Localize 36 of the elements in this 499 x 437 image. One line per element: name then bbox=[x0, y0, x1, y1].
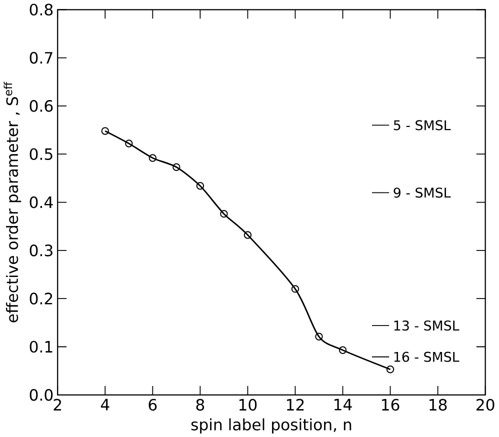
point bbox=[315, 332, 323, 340]
x-tick-label: 10 bbox=[239, 398, 257, 411]
x-tick-label: 6 bbox=[148, 398, 157, 411]
point bbox=[386, 365, 394, 374]
point bbox=[101, 127, 109, 135]
ref-line-label: 9 - SMSL bbox=[394, 187, 451, 198]
point bbox=[172, 163, 180, 171]
x-tick-label: 2 bbox=[54, 398, 62, 410]
point bbox=[338, 346, 347, 354]
x-tick-label: 18 bbox=[430, 398, 447, 411]
x-tick-label: 8 bbox=[196, 398, 204, 411]
y-tick-label: 0.7 bbox=[30, 52, 52, 64]
ref-line-label: 13 - SMSL bbox=[394, 320, 460, 331]
y-tick-label: 0.1 bbox=[30, 340, 52, 353]
ref-line-label: 5 - SMSL bbox=[394, 120, 451, 130]
x-tick-label: 20 bbox=[476, 398, 494, 411]
x-tick-label: 12 bbox=[287, 398, 304, 410]
y-tick-label: 0.8 bbox=[30, 4, 53, 16]
y-tick-label: 0.0 bbox=[30, 388, 53, 401]
point bbox=[125, 140, 133, 148]
ref-line-label: 16 - SMSL bbox=[394, 352, 460, 362]
x-tick-label: 4 bbox=[100, 398, 110, 410]
y-tick-label: 0.2 bbox=[30, 292, 52, 304]
y-tick-label: 0.3 bbox=[30, 244, 52, 256]
y-tick-label: 0.6 bbox=[30, 100, 53, 112]
x-tick-label: 16 bbox=[382, 398, 400, 411]
point bbox=[148, 154, 157, 162]
point bbox=[196, 182, 204, 190]
x-tick-label: 14 bbox=[334, 398, 352, 410]
point bbox=[291, 285, 300, 293]
point bbox=[244, 231, 252, 239]
y-tick-label: 0.5 bbox=[30, 148, 52, 160]
y-axis-title: effective order parameter , S$^{eff}$ bbox=[4, 82, 22, 322]
y-tick-label: 0.4 bbox=[30, 196, 53, 208]
x-axis-title: spin label position, n bbox=[191, 418, 352, 434]
point bbox=[220, 210, 228, 218]
